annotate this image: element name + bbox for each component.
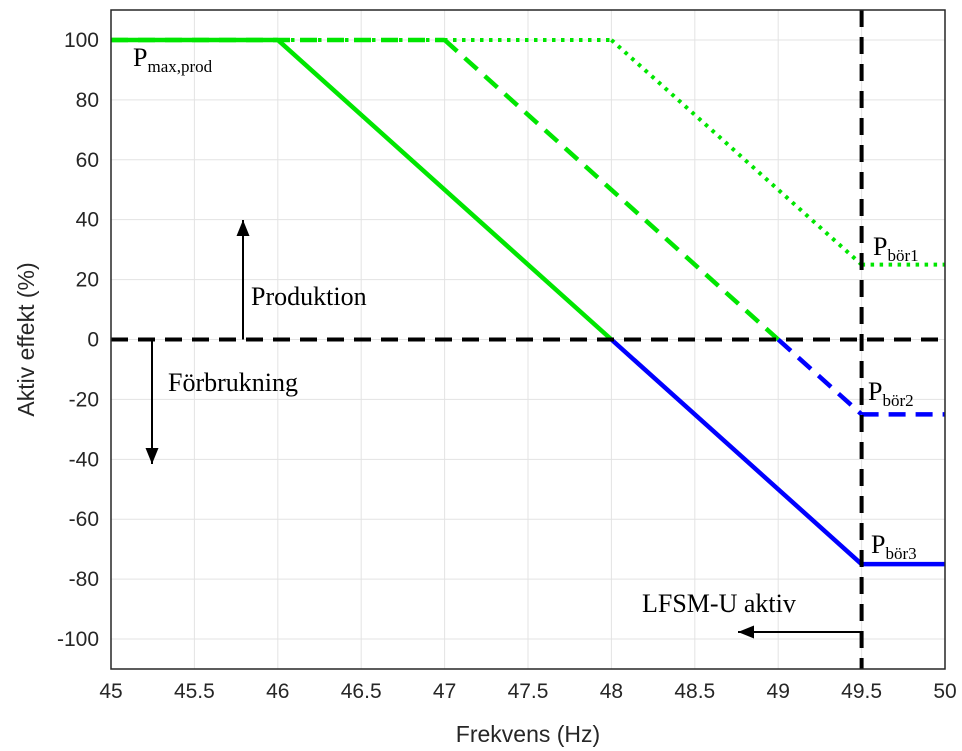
y-tick-labels: 100 80 60 40 20 0 -20 -40 -60 -80 -100 [57, 29, 99, 651]
plot-frame [110, 9, 946, 670]
y-tick-label: -40 [69, 448, 99, 471]
annotation-arrows [145, 220, 862, 639]
series-solid-segment [276, 38, 613, 342]
y-tick-label: 80 [76, 89, 99, 112]
series-solid-segment [609, 337, 864, 566]
x-tick-label: 47 [433, 680, 456, 703]
reference-lines [111, 10, 945, 669]
produktion-arrow-head [236, 220, 250, 236]
pbor3-label: Pbör3 [871, 530, 917, 563]
x-tick-label: 46 [266, 680, 289, 703]
x-tick-label: 47.5 [508, 680, 549, 703]
y-tick-label: 0 [87, 329, 99, 352]
x-tick-label: 50 [933, 680, 956, 703]
series-layer [111, 37, 945, 567]
x-tick-label: 45 [99, 680, 122, 703]
y-tick-label: 20 [76, 269, 99, 292]
y-tick-label: 40 [76, 209, 99, 232]
x-tick-label: 45.5 [174, 680, 215, 703]
pbor1-label-sub: bör1 [887, 246, 918, 265]
y-tick-label: -60 [69, 508, 99, 531]
x-tick-label: 48 [600, 680, 623, 703]
pbor2-label: Pbör2 [868, 377, 914, 410]
y-tick-label: -80 [69, 568, 99, 591]
series-dashed-segment [443, 38, 780, 342]
forbrukning-arrow-head [145, 448, 159, 464]
pbor3-label-main: P [871, 530, 885, 559]
x-tick-label: 49.5 [841, 680, 882, 703]
pmax-label-main: P [133, 43, 147, 72]
lfsm-u-label: LFSM-U aktiv [642, 589, 796, 618]
x-tick-label: 49 [767, 680, 790, 703]
pmax-label-sub: max,prod [147, 57, 212, 76]
forbrukning-label: Förbrukning [168, 368, 298, 397]
y-tick-label: -100 [57, 628, 99, 651]
series-dashed-segment [776, 337, 864, 417]
pbor2-label-main: P [868, 377, 882, 406]
x-tick-label: 48.5 [674, 680, 715, 703]
y-axis-title: Aktiv effekt (%) [13, 262, 39, 416]
pbor1-label-main: P [873, 232, 887, 261]
series-dotted-segment [610, 38, 863, 267]
lfsm-u-arrow-head [738, 625, 754, 639]
y-tick-label: 100 [64, 29, 99, 52]
pbor3-label-sub: bör3 [885, 544, 916, 563]
x-tick-label: 46.5 [341, 680, 382, 703]
y-tick-label: 60 [76, 149, 99, 172]
x-tick-labels: 45 45.5 46 46.5 47 47.5 48 48.5 49 49.5 50 [99, 680, 956, 703]
produktion-label: Produktion [251, 282, 367, 311]
pbor1-label: Pbör1 [873, 232, 919, 265]
y-tick-label: -20 [69, 388, 99, 411]
pmax-label: Pmax,prod [133, 43, 213, 76]
x-axis-title: Frekvens (Hz) [456, 721, 600, 747]
pbor2-label-sub: bör2 [882, 391, 913, 410]
